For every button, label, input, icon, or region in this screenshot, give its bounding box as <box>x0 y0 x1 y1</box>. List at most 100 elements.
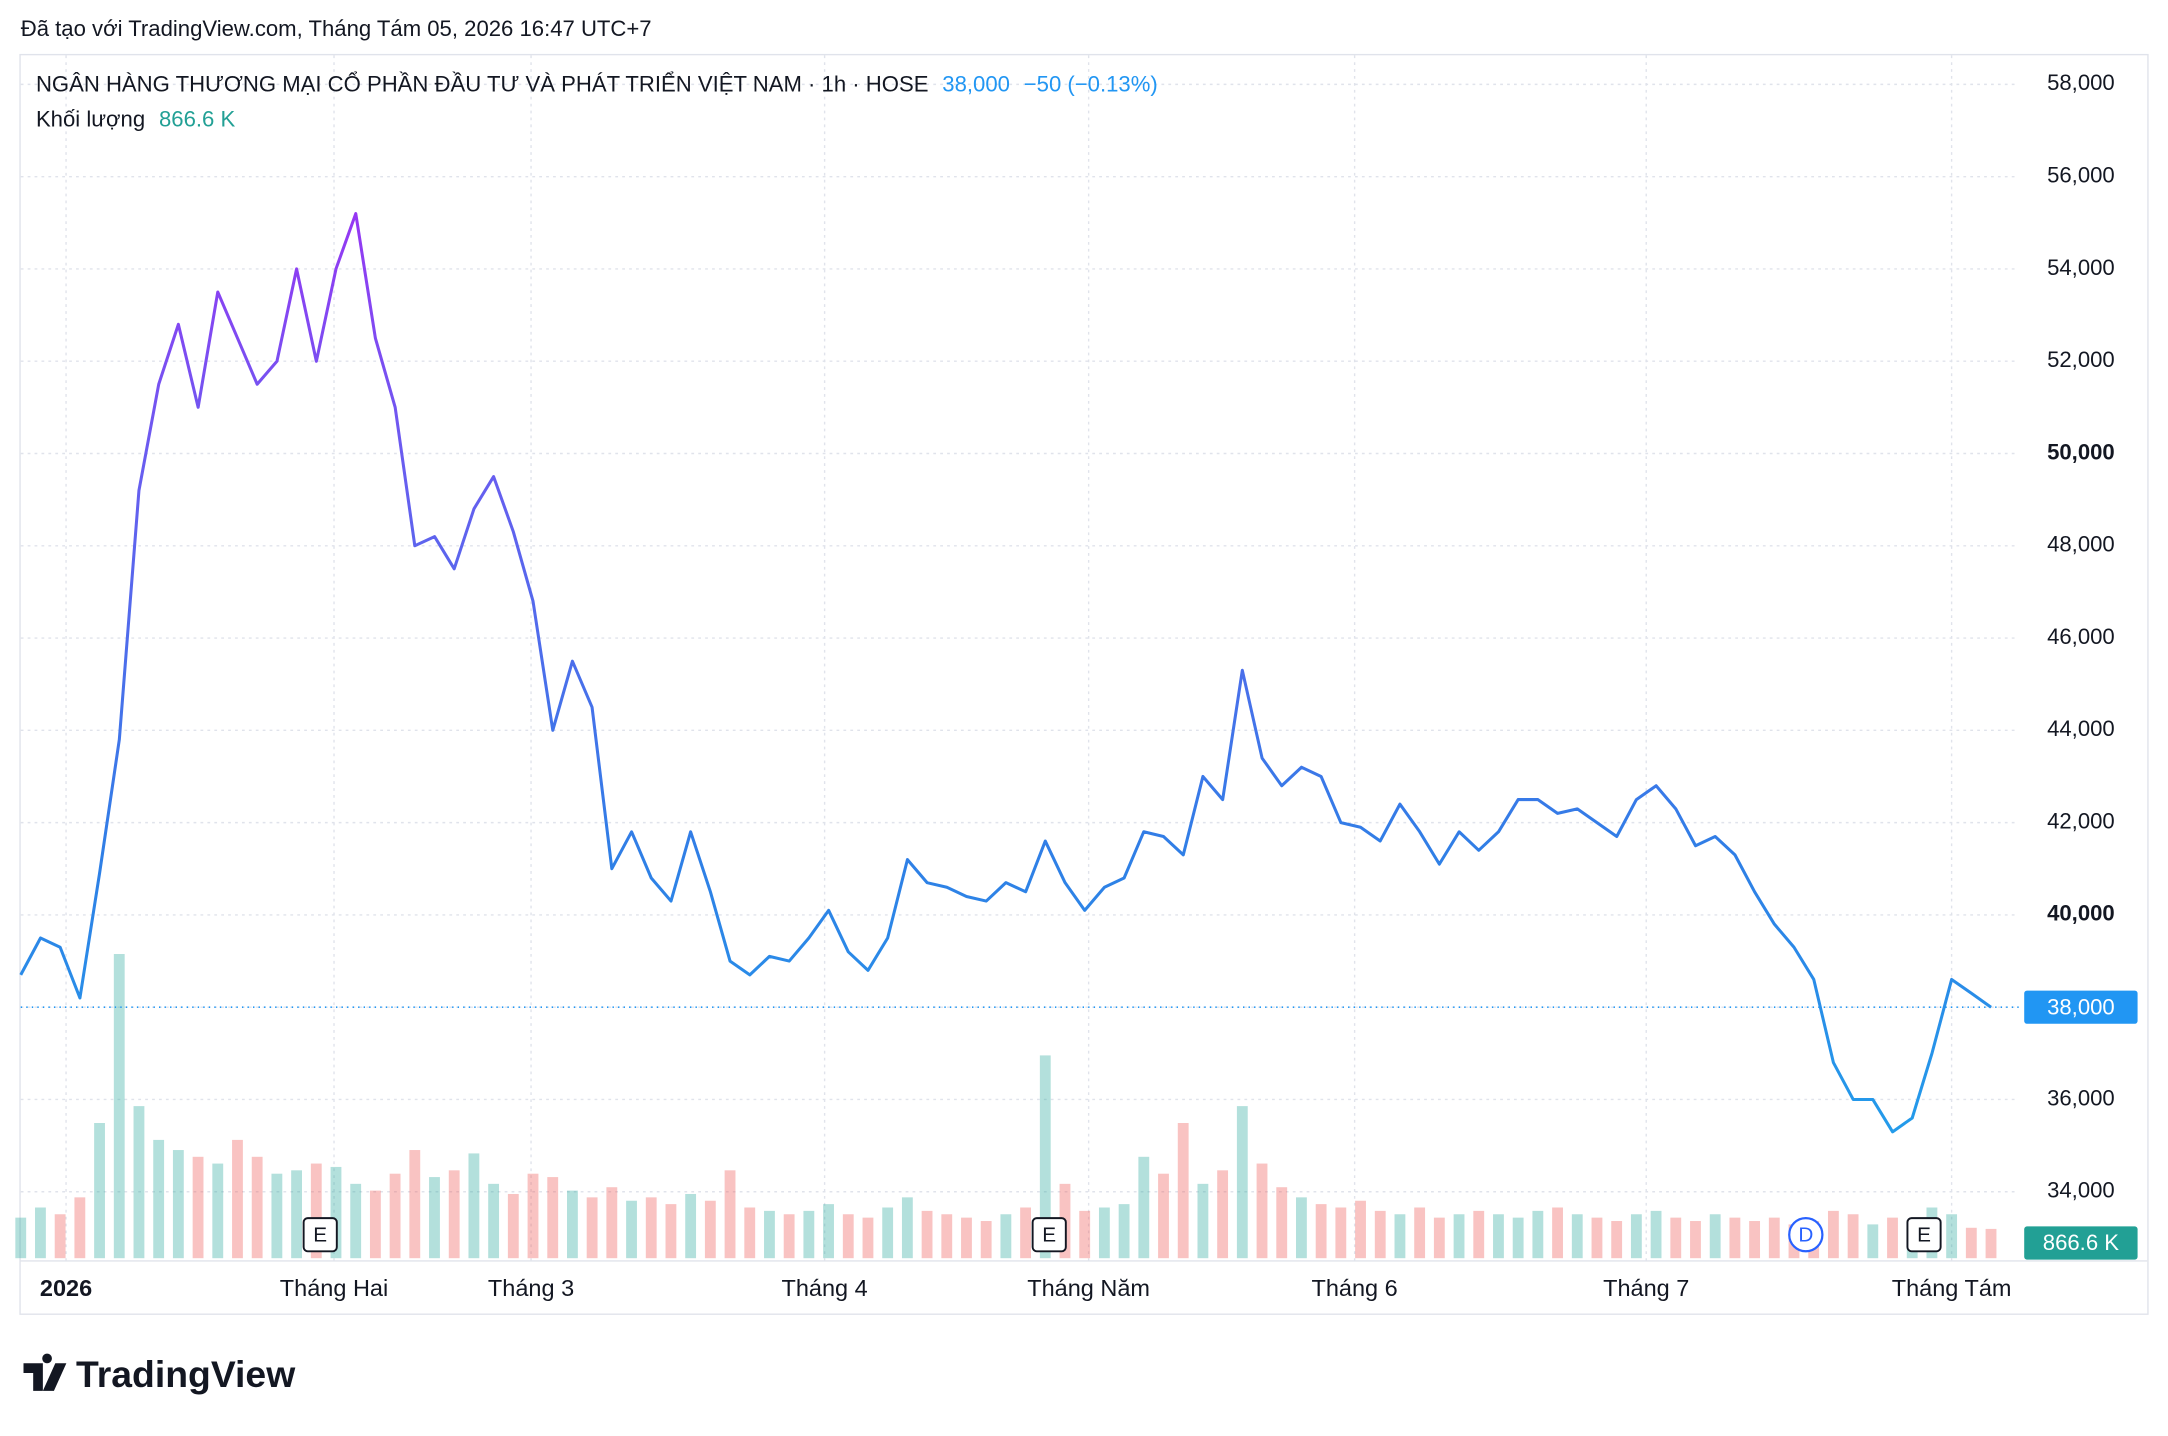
event-label: E <box>1042 1224 1056 1247</box>
volume-bar <box>468 1153 480 1259</box>
volume-bar <box>1670 1217 1682 1259</box>
volume-bar <box>1197 1183 1209 1259</box>
volume-bar <box>1236 1106 1248 1259</box>
logo-text: TradingView <box>76 1353 296 1395</box>
volume-bar <box>1217 1170 1229 1259</box>
volume-bar <box>350 1183 362 1259</box>
volume-bar <box>133 1106 145 1259</box>
volume-bar <box>665 1204 677 1259</box>
volume-bar <box>1335 1207 1347 1259</box>
volume-bar <box>803 1210 815 1259</box>
x-tick-label: Tháng Hai <box>280 1275 388 1301</box>
volume-bar <box>15 1217 27 1259</box>
volume-bar <box>980 1221 992 1259</box>
last-price-box <box>2024 990 2138 1024</box>
volume-bar <box>1158 1173 1169 1259</box>
volume-bar <box>567 1190 578 1259</box>
volume-bar <box>626 1200 637 1259</box>
chart-title: NGÂN HÀNG THƯƠNG MẠI CỔ PHẦN ĐẦU TƯ VÀ P… <box>36 72 1158 97</box>
y-tick-label: 46,000 <box>2047 624 2115 649</box>
volume-bar <box>1118 1204 1130 1259</box>
x-tick-label: Tháng Tám <box>1892 1275 2012 1301</box>
volume-bar <box>1965 1227 1977 1259</box>
volume-bar <box>1591 1217 1603 1259</box>
volume-bar <box>586 1197 598 1259</box>
volume-bar <box>1355 1200 1366 1259</box>
volume-bar <box>1473 1210 1485 1259</box>
x-tick-label: Tháng 6 <box>1312 1275 1398 1301</box>
volume-bar <box>961 1217 972 1259</box>
volume-bar <box>1729 1217 1741 1259</box>
volume-bar <box>941 1214 953 1259</box>
volume-bar <box>389 1173 401 1259</box>
event-label: D <box>1798 1224 1813 1247</box>
volume-bar <box>823 1204 834 1259</box>
logo-icon <box>23 1353 67 1391</box>
volume-last: 866.6 K <box>159 106 235 131</box>
title-part: 38,000 <box>942 72 1010 97</box>
x-tick-label: Tháng 4 <box>781 1275 867 1301</box>
volume-bar <box>527 1173 539 1259</box>
volume-bar <box>429 1177 440 1259</box>
y-tick-label: 48,000 <box>2047 532 2115 557</box>
y-tick-label: 40,000 <box>2047 901 2115 926</box>
volume-bar <box>369 1190 381 1259</box>
volume-bar <box>685 1193 697 1259</box>
volume-bar <box>1079 1210 1091 1259</box>
y-tick-label: 58,000 <box>2047 70 2115 95</box>
volume-bar <box>1453 1214 1465 1259</box>
volume-bar <box>94 1123 105 1259</box>
volume-bar <box>1650 1210 1662 1259</box>
volume-bar <box>882 1207 894 1259</box>
volume-bar <box>1827 1210 1839 1259</box>
volume-bar <box>744 1207 756 1259</box>
volume-bar <box>704 1200 716 1259</box>
event-marker <box>1031 1217 1067 1253</box>
volume-bar <box>232 1139 243 1259</box>
volume-bar <box>1315 1204 1327 1259</box>
volume-bar <box>1512 1217 1524 1259</box>
volume-bar <box>1630 1214 1642 1259</box>
event-marker <box>1788 1216 1824 1253</box>
volume-bar <box>74 1197 86 1259</box>
volume-bar <box>921 1210 933 1259</box>
volume-bar <box>645 1197 657 1259</box>
title-part: −50 (−0.13%) <box>1024 72 1158 97</box>
volume-bar <box>172 1150 184 1259</box>
volume-bar <box>901 1197 913 1259</box>
volume-bar <box>1276 1187 1288 1259</box>
volume-axis-label: 866.6 K <box>2043 1230 2119 1255</box>
volume-bar <box>1256 1163 1268 1259</box>
created-note: Đã tạo với TradingView.com, Tháng Tám 05… <box>21 16 652 41</box>
panel-border <box>19 53 2149 1315</box>
y-tick-label: 56,000 <box>2047 162 2115 187</box>
volume-bar <box>1690 1221 1701 1259</box>
volume-bar <box>1847 1214 1859 1259</box>
volume-bar <box>1552 1207 1563 1259</box>
y-tick-label: 42,000 <box>2047 808 2115 833</box>
volume-bar <box>113 954 125 1259</box>
event-marker <box>302 1217 338 1253</box>
y-tick-label: 50,000 <box>2047 439 2115 464</box>
volume-bar <box>1177 1123 1189 1259</box>
volume-bar <box>310 1163 322 1259</box>
volume-bar <box>1098 1207 1110 1259</box>
volume-bar <box>153 1139 165 1259</box>
volume-bar <box>1000 1214 1012 1259</box>
volume-bar <box>1532 1210 1544 1259</box>
price-line <box>19 212 1992 1134</box>
volume-bar <box>271 1173 283 1259</box>
volume-bar <box>448 1170 460 1259</box>
event-label: E <box>1917 1224 1931 1247</box>
volume-bar <box>54 1214 66 1259</box>
volume-bar <box>1394 1214 1406 1259</box>
volume-bar <box>1138 1156 1150 1259</box>
volume-bar <box>1039 1055 1051 1259</box>
volume-bar <box>1611 1221 1623 1259</box>
volume-bar <box>330 1166 342 1259</box>
volume-box <box>2024 1226 2138 1260</box>
volume-bar <box>1433 1217 1445 1259</box>
volume-bar <box>1020 1207 1032 1259</box>
volume-bar <box>291 1170 302 1259</box>
